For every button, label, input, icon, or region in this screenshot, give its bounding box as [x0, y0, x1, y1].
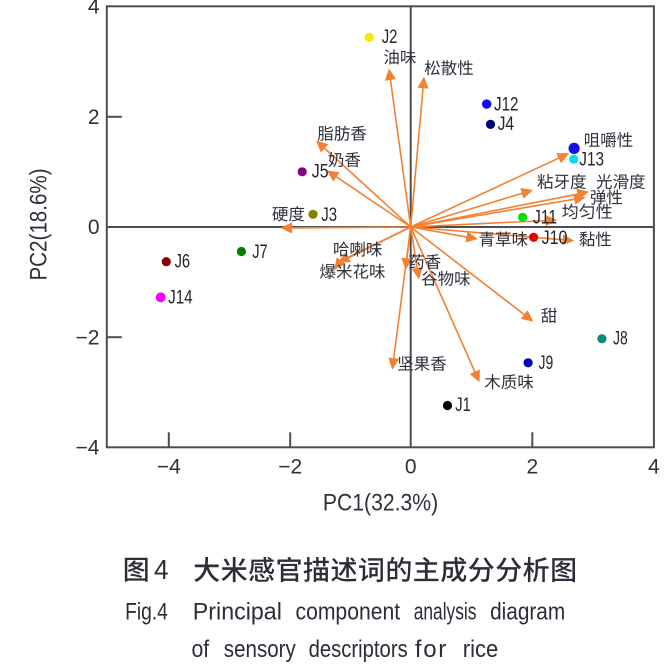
svg-text:−4: −4: [76, 437, 100, 460]
svg-text:J4: J4: [498, 114, 515, 135]
svg-text:J6: J6: [175, 252, 191, 273]
svg-text:0: 0: [88, 216, 100, 239]
svg-text:J10: J10: [542, 228, 568, 249]
svg-text:J14: J14: [168, 288, 193, 309]
svg-text:J9: J9: [539, 353, 554, 374]
svg-text:2: 2: [526, 456, 538, 479]
svg-text:J12: J12: [494, 94, 519, 115]
svg-text:J8: J8: [613, 329, 628, 350]
svg-text:J7: J7: [252, 242, 268, 263]
svg-text:analysis: analysis: [414, 599, 477, 626]
svg-text:0: 0: [405, 456, 417, 479]
svg-text:J1: J1: [455, 395, 471, 416]
svg-text:PC2(18.6%): PC2(18.6%): [26, 168, 53, 280]
svg-text:rice: rice: [463, 636, 499, 663]
svg-text:J13: J13: [579, 149, 604, 170]
svg-text:descriptors: descriptors: [309, 636, 408, 663]
svg-text:J5: J5: [312, 162, 329, 183]
svg-text:PC1(32.3%): PC1(32.3%): [323, 489, 438, 516]
svg-text:4: 4: [154, 554, 169, 585]
svg-text:2: 2: [88, 106, 100, 129]
svg-text:4: 4: [648, 456, 660, 479]
svg-text:J2: J2: [382, 27, 398, 48]
svg-text:J11: J11: [533, 207, 557, 228]
svg-text:−2: −2: [76, 326, 100, 349]
svg-text:sensory: sensory: [224, 636, 296, 663]
svg-text:J3: J3: [321, 205, 337, 226]
svg-text:component: component: [296, 599, 401, 626]
svg-text:Principal: Principal: [193, 599, 282, 626]
svg-text:−4: −4: [157, 456, 181, 479]
svg-text:diagram: diagram: [490, 599, 565, 626]
svg-text:Fig.4: Fig.4: [125, 599, 168, 626]
svg-text:of: of: [192, 636, 210, 663]
svg-text:−2: −2: [278, 456, 302, 479]
svg-text:4: 4: [88, 0, 100, 18]
svg-text:for: for: [415, 636, 446, 663]
